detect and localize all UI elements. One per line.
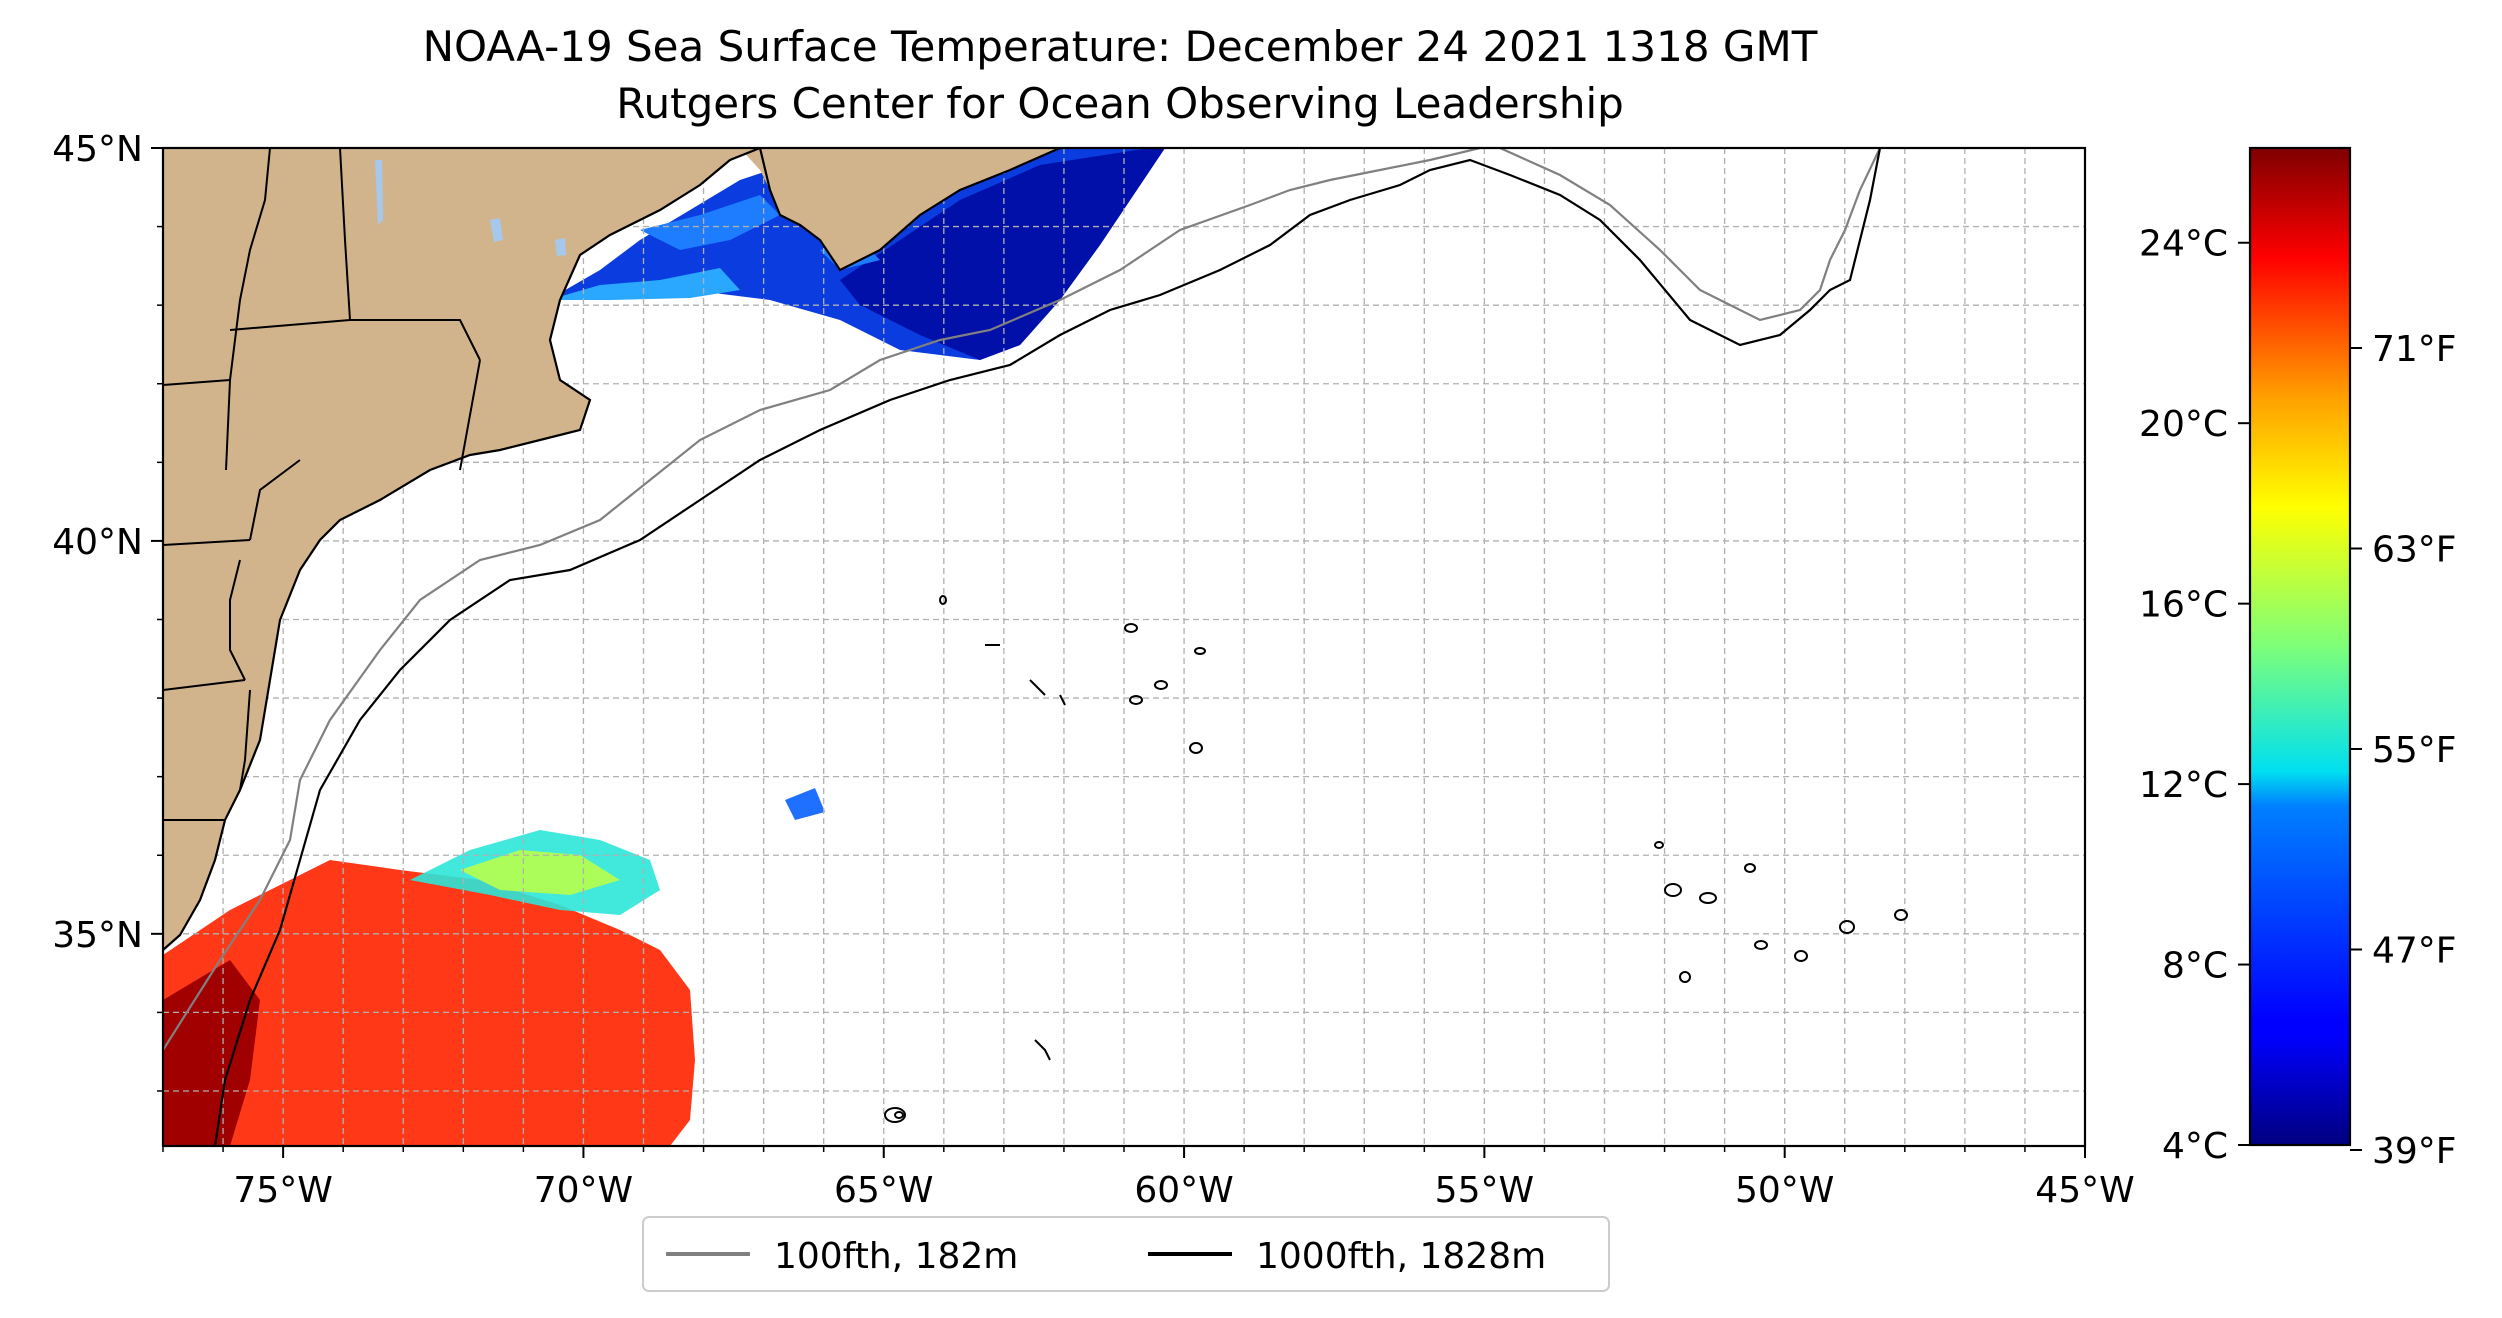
y-tick-label: 40°N [52,522,143,563]
map-panel: 75°W 70°W 65°W 60°W 55°W 50°W 45°W 45°N 40°N 35°… [52,129,2134,1211]
colorbar-celsius-label: 4°C [2162,1126,2228,1167]
colorbar-fahrenheit-label: 71°F [2372,329,2457,370]
colorbar: 24°C 20°C 16°C 12°C 8°C 4°C 71°F 63°F 55°F 47°F 3… [2139,146,2457,1172]
colorbar-fahrenheit-label: 39°F [2372,1131,2457,1172]
x-axis: 75°W 70°W 65°W 60°W 55°W 50°W 45°W [162,1146,2135,1211]
colorbar-fahrenheit-axis: 71°F 63°F 55°F 47°F 39°F [2350,329,2457,1172]
colorbar-frame [2248,146,2352,1147]
x-tick-label: 55°W [1435,1170,1534,1211]
contour-100fth [163,148,1881,1051]
x-tick-label: 60°W [1134,1170,1233,1211]
colorbar-celsius-label: 16°C [2139,585,2228,626]
x-tick-label: 75°W [233,1170,332,1211]
contour-1000fth [213,148,1882,1146]
land-layer [163,148,1061,951]
coastline [163,148,1061,951]
colorbar-celsius-label: 8°C [2162,946,2228,987]
colorbar-gradient [2250,148,2350,1145]
legend-box [642,1216,1610,1292]
legend-label-100fth: 100fth, 182m [774,1236,1018,1277]
y-tick-label: 35°N [52,915,143,956]
colorbar-celsius-label: 12°C [2139,765,2228,806]
y-tick-label: 45°N [52,129,143,170]
north-america-land [163,148,760,950]
seamount-contours [884,595,1909,1123]
legend: 100fth, 182m 1000fth, 1828m [642,1216,1610,1292]
y-axis: 45°N 40°N 35°N [52,129,163,1092]
sst-warm-core [163,960,260,1146]
colorbar-celsius-label: 20°C [2139,404,2228,445]
sst-patch [785,788,825,820]
map-subtitle: Rutgers Center for Ocean Observing Leade… [616,79,1624,128]
lake-champlain [375,160,383,225]
x-tick-label: 45°W [2035,1170,2134,1211]
x-tick-label: 70°W [534,1170,633,1211]
sst-warm-gulfstream [163,860,695,1146]
inland-lake [490,218,566,256]
colorbar-celsius-axis: 24°C 20°C 16°C 12°C 8°C 4°C [2139,224,2250,1167]
x-tick-label: 50°W [1735,1170,1834,1211]
sst-mixed-front-green [460,850,620,895]
colorbar-celsius-label: 24°C [2139,224,2228,265]
legend-label-1000fth: 1000fth, 1828m [1256,1236,1546,1277]
sst-cold-swath-dark [840,148,1165,360]
colorbar-fahrenheit-label: 47°F [2372,931,2457,972]
colorbar-fahrenheit-label: 63°F [2372,530,2457,571]
colorbar-fahrenheit-label: 55°F [2372,730,2457,771]
x-tick-label: 65°W [834,1170,933,1211]
map-title: NOAA-19 Sea Surface Temperature: Decembe… [422,22,1818,71]
state-borders [163,148,481,821]
